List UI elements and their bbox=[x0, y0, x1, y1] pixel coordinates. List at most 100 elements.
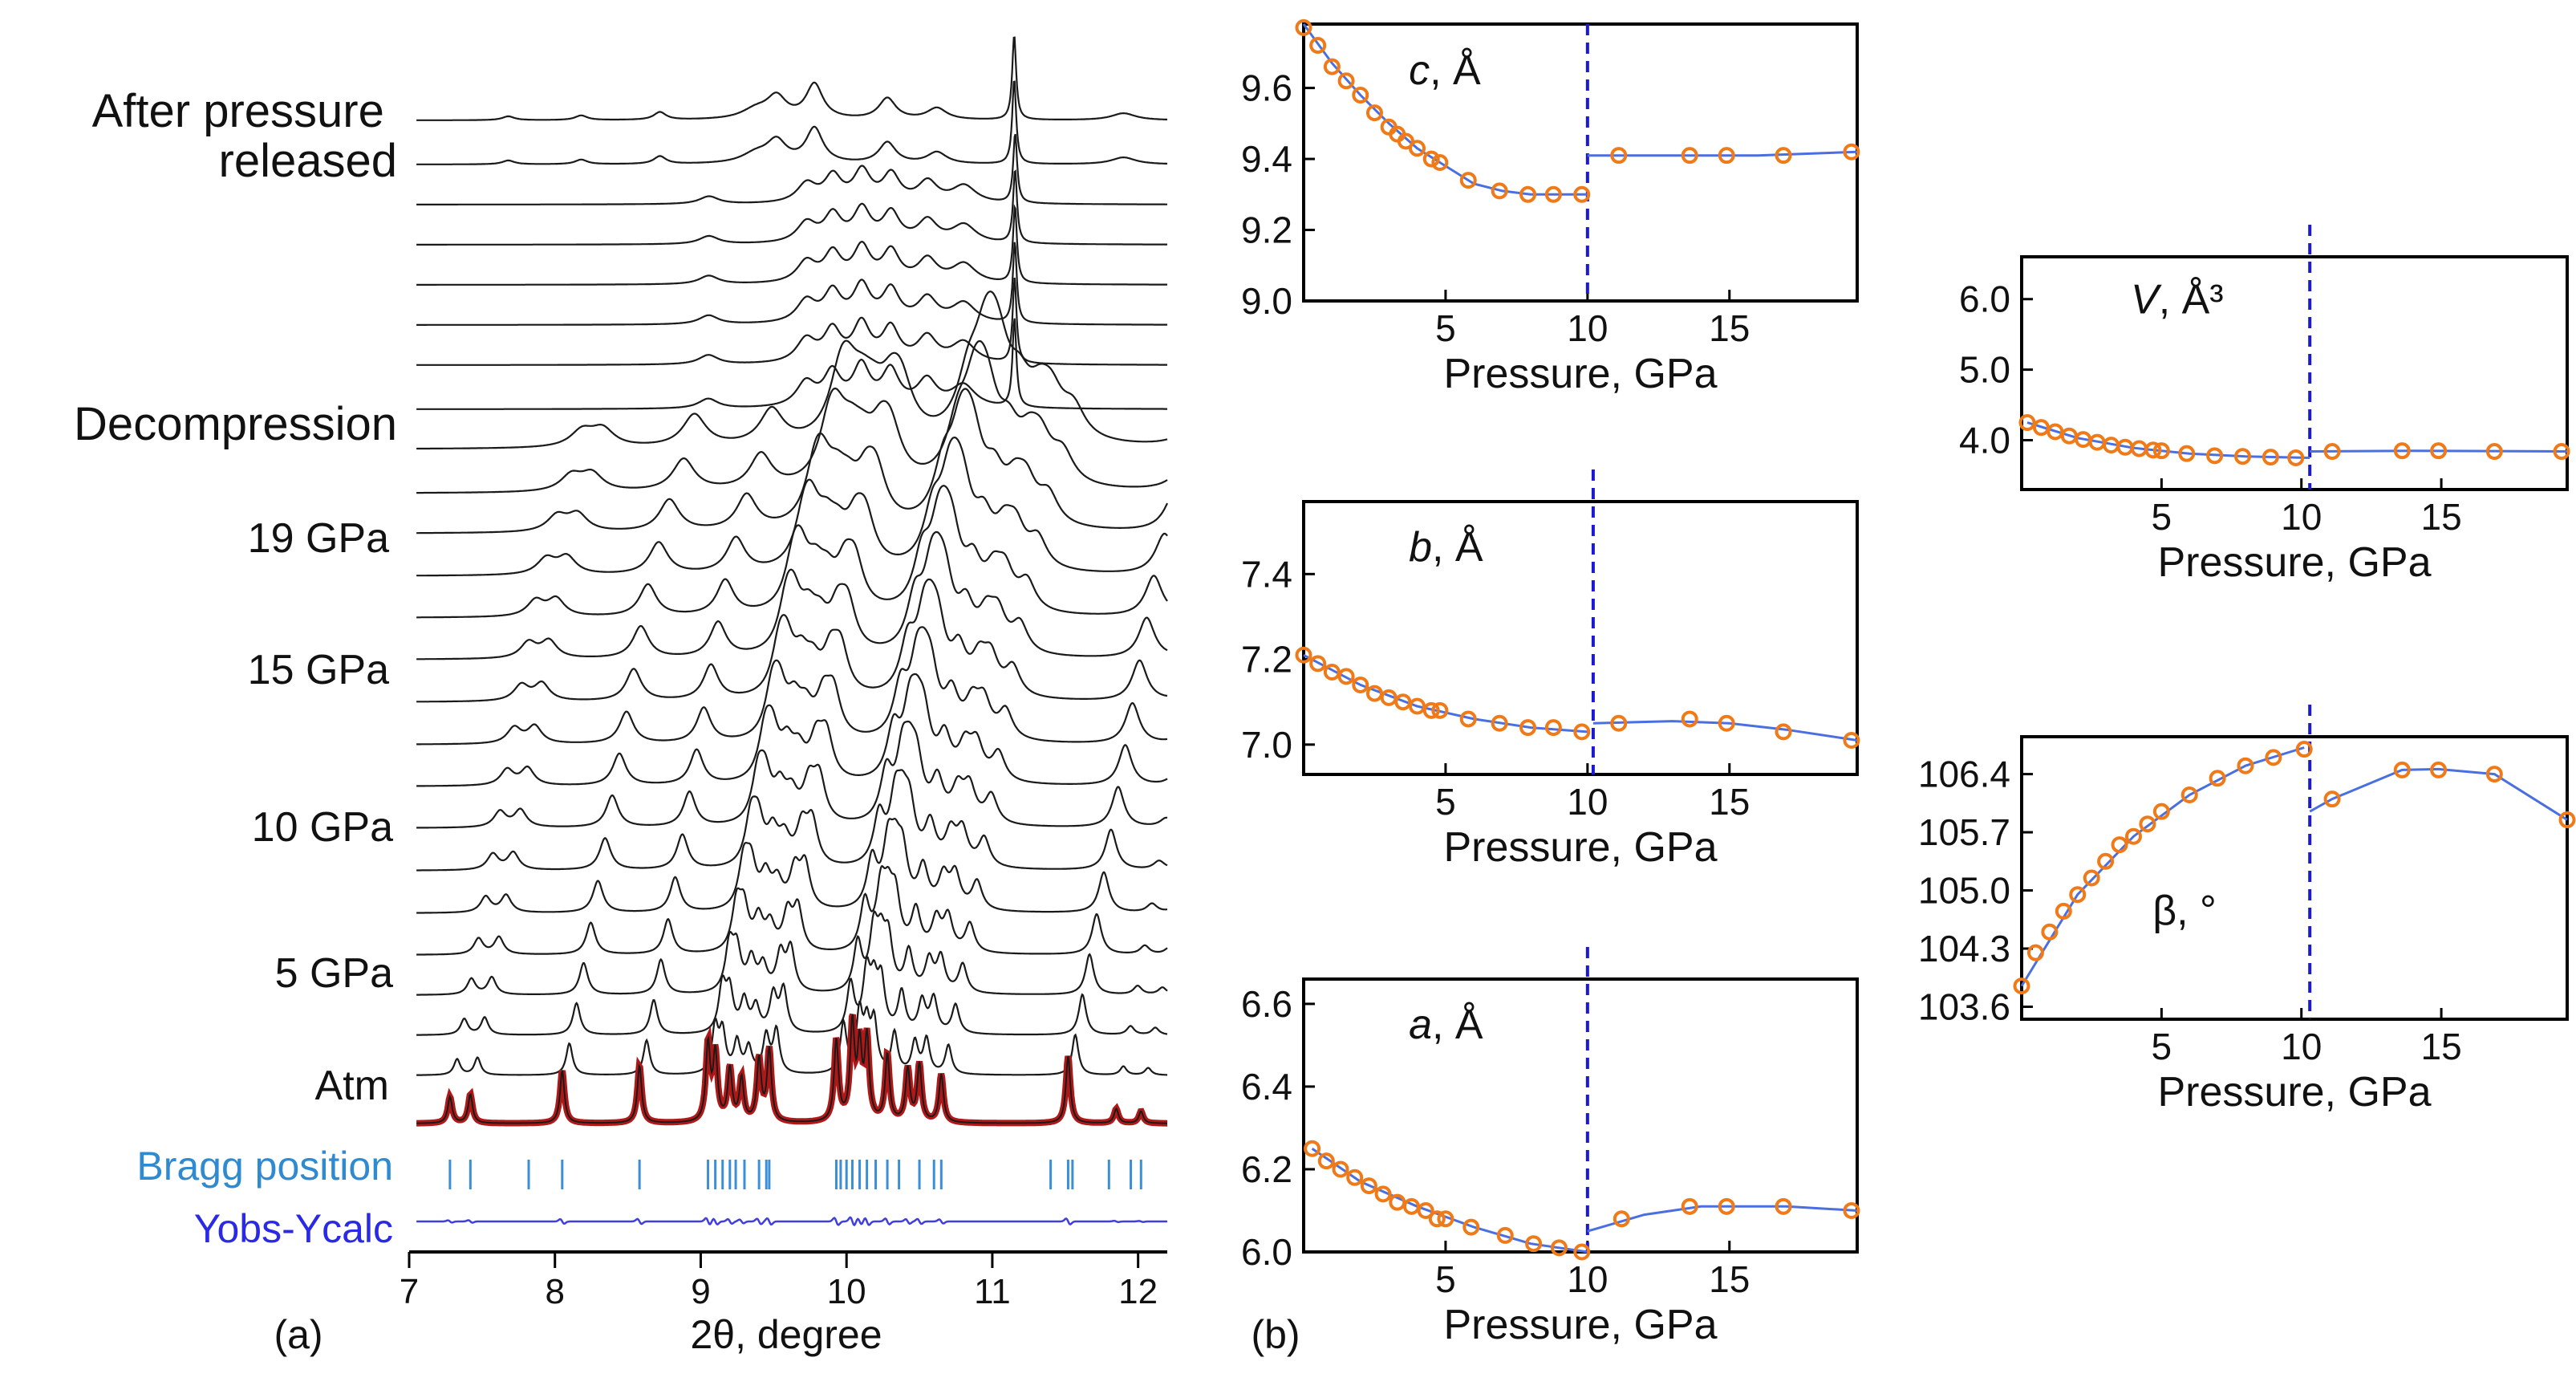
beta-data-point bbox=[2295, 741, 2313, 758]
b-data-point bbox=[1544, 719, 1562, 737]
b-data-point bbox=[1422, 701, 1440, 719]
V-y-tick-label: 5.0 bbox=[1959, 349, 2010, 391]
beta-data-point bbox=[2180, 786, 2198, 803]
a-data-point bbox=[1525, 1235, 1543, 1253]
b-data-point bbox=[1681, 710, 1698, 728]
V-data-point bbox=[2144, 441, 2162, 459]
b-data-point bbox=[1431, 701, 1449, 719]
b-y-tick-label: 7.4 bbox=[1241, 553, 1292, 595]
c-fit-high bbox=[1587, 150, 1858, 157]
V-fit-high bbox=[2310, 449, 2568, 453]
c-data-point bbox=[1519, 185, 1537, 203]
c-y-tick-label: 9.4 bbox=[1241, 138, 1292, 180]
a-data-point bbox=[1317, 1152, 1335, 1170]
V-x-axis-label: Pressure, GPa bbox=[2157, 539, 2431, 586]
xrd-pattern-24 bbox=[416, 1001, 1167, 1076]
xrd-pattern-10 bbox=[416, 339, 1168, 494]
b-x-axis-label: Pressure, GPa bbox=[1443, 824, 1717, 871]
label-decompression: Decompression bbox=[74, 398, 397, 450]
a-parameter-label: a, Å bbox=[1409, 1002, 1483, 1048]
c-data-point bbox=[1323, 58, 1341, 75]
beta-data-point bbox=[2111, 836, 2128, 854]
b-y-tick-label: 7.2 bbox=[1241, 639, 1292, 681]
beta-data-point bbox=[2265, 749, 2282, 766]
xrd-x-tick-label: 8 bbox=[545, 1272, 564, 1311]
label-after-release: After pressure released bbox=[92, 85, 397, 187]
V-data-point bbox=[2178, 445, 2196, 462]
xrd-calculated-curve bbox=[416, 1014, 1167, 1124]
V-data-point bbox=[2485, 443, 2503, 461]
c-data-point bbox=[1365, 104, 1383, 122]
beta-data-point bbox=[2026, 944, 2044, 961]
b-y-tick-label: 7.0 bbox=[1241, 724, 1292, 766]
V-data-point bbox=[2233, 448, 2251, 465]
beta-data-point bbox=[2055, 902, 2072, 920]
c-data-point bbox=[1610, 147, 1628, 165]
beta-data-point bbox=[2237, 757, 2254, 774]
b-plot-frame bbox=[1302, 500, 1859, 776]
beta-data-point bbox=[2485, 766, 2503, 783]
beta-y-tick-label: 105.7 bbox=[1918, 811, 2010, 853]
V-y-tick-label: 4.0 bbox=[1959, 419, 2010, 461]
b-x-tick-label: 5 bbox=[1435, 781, 1456, 823]
xrd-x-tick-label: 10 bbox=[827, 1272, 866, 1311]
a-data-point bbox=[1550, 1239, 1568, 1257]
V-data-point bbox=[2206, 447, 2224, 465]
xrd-x-tick-label: 9 bbox=[691, 1272, 710, 1311]
xrd-curves bbox=[416, 36, 1169, 1076]
xrd-pattern-12 bbox=[416, 436, 1168, 577]
b-data-point bbox=[1309, 655, 1327, 673]
b-data-point bbox=[1491, 714, 1508, 732]
c-data-point bbox=[1491, 182, 1508, 200]
xrd-pattern-21 bbox=[416, 864, 1168, 956]
V-parameter-label: V, Å³ bbox=[2131, 277, 2224, 323]
label-bragg-position: Bragg position bbox=[136, 1144, 393, 1189]
a-y-tick-label: 6.2 bbox=[1241, 1148, 1292, 1190]
beta-x-tick-label: 10 bbox=[2281, 1026, 2322, 1067]
beta-y-tick-label: 103.6 bbox=[1918, 986, 2010, 1027]
a-y-tick-label: 6.0 bbox=[1241, 1231, 1292, 1273]
c-data-point bbox=[1681, 147, 1698, 165]
c-x-tick-label: 15 bbox=[1709, 307, 1750, 349]
a-data-point bbox=[1389, 1193, 1406, 1211]
c-data-point bbox=[1295, 18, 1312, 36]
beta-data-point bbox=[2041, 923, 2059, 941]
a-data-point bbox=[1573, 1243, 1591, 1261]
a-data-point bbox=[1332, 1160, 1349, 1178]
beta-data-point bbox=[2097, 852, 2115, 870]
beta-data-point bbox=[2013, 977, 2030, 995]
beta-data-point bbox=[2323, 790, 2341, 808]
c-data-point bbox=[1422, 150, 1440, 168]
xrd-fit-curve bbox=[416, 1013, 1167, 1127]
beta-data-point bbox=[2152, 803, 2170, 820]
V-data-point bbox=[2553, 443, 2570, 461]
xrd-pattern-16 bbox=[416, 626, 1168, 746]
label-atm: Atm bbox=[315, 1063, 389, 1109]
a-data-point bbox=[1417, 1201, 1434, 1219]
plot-beta-angle: 5 10 15 103.6 104.3 105.0 105.7 106.4 Pressure, … bbox=[1918, 705, 2576, 1116]
a-data-point bbox=[1496, 1226, 1514, 1244]
label-10gpa: 10 GPa bbox=[252, 804, 393, 851]
a-y-tick-label: 6.6 bbox=[1241, 983, 1292, 1025]
c-data-point bbox=[1431, 154, 1449, 171]
b-data-point bbox=[1394, 693, 1412, 711]
c-plot-frame bbox=[1302, 22, 1859, 303]
b-fit-low bbox=[1303, 653, 1588, 734]
b-parameter-label: b, Å bbox=[1409, 524, 1483, 571]
a-data-point bbox=[1437, 1210, 1454, 1228]
a-y-tick-label: 6.4 bbox=[1241, 1066, 1292, 1107]
a-data-point bbox=[1402, 1197, 1420, 1215]
xrd-pattern-15 bbox=[416, 578, 1168, 703]
V-data-point bbox=[2323, 443, 2341, 461]
xrd-pattern-4 bbox=[416, 169, 1167, 246]
a-data-point bbox=[1681, 1197, 1698, 1215]
b-data-point bbox=[1380, 689, 1398, 706]
xrd-pattern-8 bbox=[416, 318, 1167, 410]
beta-data-point bbox=[2139, 815, 2156, 833]
xrd-pattern-2 bbox=[416, 80, 1168, 165]
V-data-point bbox=[2262, 449, 2279, 466]
b-data-point bbox=[1459, 710, 1477, 728]
xrd-pattern-7 bbox=[416, 278, 1167, 366]
beta-fit-high bbox=[2309, 767, 2568, 821]
